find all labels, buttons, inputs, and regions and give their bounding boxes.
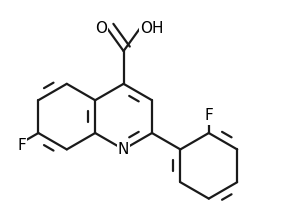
Text: OH: OH bbox=[140, 21, 164, 36]
Text: N: N bbox=[118, 142, 129, 157]
Text: F: F bbox=[17, 138, 26, 153]
Text: O: O bbox=[95, 21, 107, 36]
Text: F: F bbox=[204, 108, 213, 123]
